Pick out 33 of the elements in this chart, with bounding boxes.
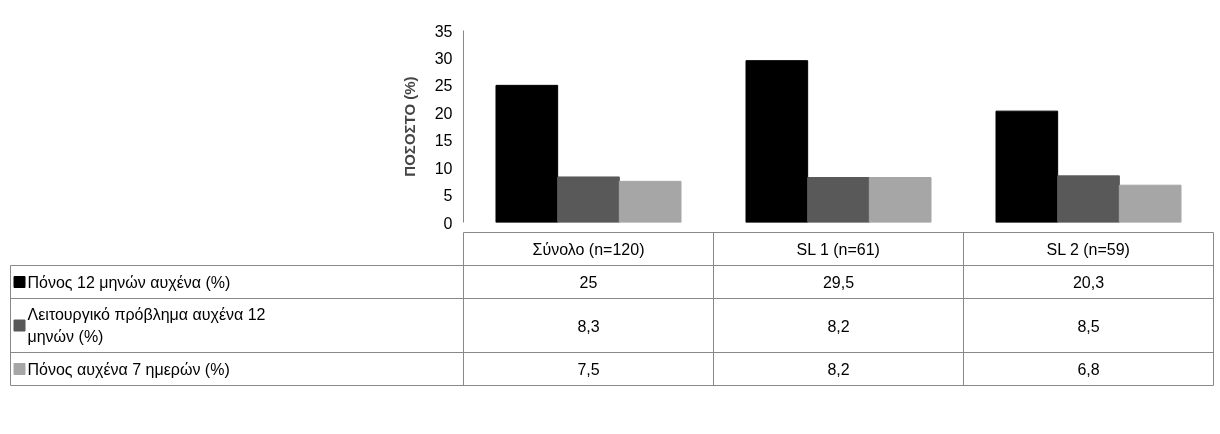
bar [1118,184,1182,223]
bar [807,177,870,223]
data-label: 29,5 [822,274,855,291]
data-label: 20,3 [1072,274,1105,291]
bar [868,177,932,223]
data-label: 6,8 [1077,361,1100,378]
y-tick-label: 30 [434,49,453,67]
y-tick-label: 25 [434,77,453,95]
data-label: 8,5 [1077,317,1100,335]
legend-label: Πόνος αυχένα 7 ημερών (%) [27,360,230,378]
bar [1057,175,1120,223]
y-tick-label: 15 [434,132,453,150]
x-tick-label: SL 2 (n=59) [1046,240,1130,258]
data-label: 8,3 [577,317,600,335]
data-label: 25 [579,274,598,291]
y-tick-label: 20 [434,104,453,122]
data-label: 7,5 [577,361,600,378]
data-label: 8,2 [827,317,850,335]
y-tick-label: 10 [434,159,453,177]
x-tick-label: SL 1 (n=61) [796,240,880,258]
bar [495,84,559,223]
bar [618,180,682,223]
y-tick-label: 35 [434,22,453,40]
y-tick-label: 0 [443,214,453,232]
y-axis-title: ΠΟΣΟΣΤΟ (%) [400,76,418,177]
bar [745,60,809,223]
y-tick-label: 5 [443,187,453,205]
x-tick-label: Σύνολο (n=120) [532,240,645,258]
legend-label: Λειτουργικό πρόβλημα αυχένα 12 μηνών (%) [27,305,266,346]
legend-label: Πόνος 12 μηνών αυχένα (%) [27,273,231,291]
bar [995,110,1059,223]
data-label: 8,2 [827,361,850,378]
bar [557,176,620,223]
